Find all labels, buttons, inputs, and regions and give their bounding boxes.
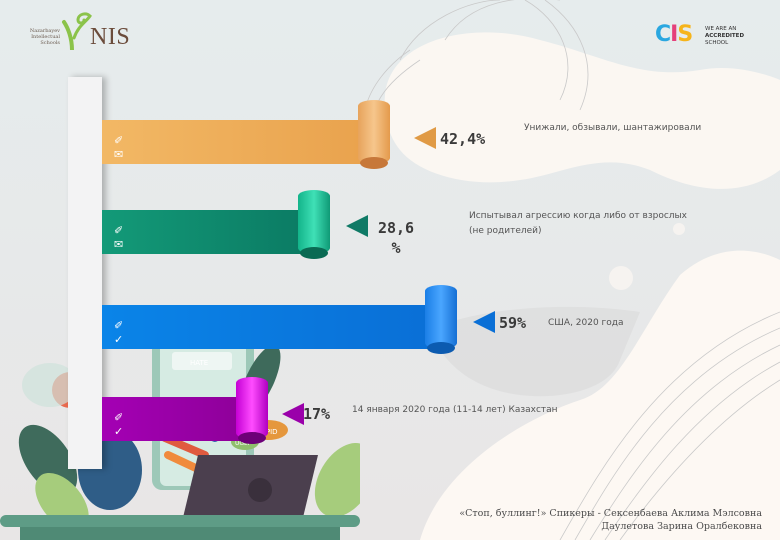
- bar-1: ✐ ✉: [102, 120, 372, 164]
- bar-2: ✐ ✉: [102, 210, 312, 254]
- bar-1-value: 42,4%: [440, 130, 486, 148]
- bar-icons: ✐ ✓: [114, 411, 123, 439]
- pointer-icon: [282, 403, 304, 425]
- bullying-illustration: HATE STUPID UGLY: [0, 330, 376, 540]
- ugly-label: UGLY: [235, 440, 251, 447]
- sprout-icon: [62, 12, 92, 50]
- bar-3-description: США, 2020 года: [548, 318, 624, 328]
- bar-4-description: 14 января 2020 года (11-14 лет) Казахста…: [352, 405, 558, 415]
- envelope-icon: ✉: [114, 148, 124, 161]
- cis-letters: CIS: [655, 22, 693, 47]
- hate-label: HATE: [190, 359, 208, 367]
- pencil-icon: ✐: [114, 224, 124, 237]
- nis-logo: Nazarbayev Intellectual Schools NIS: [24, 10, 134, 50]
- footer-credits: «Стоп, буллинг!» Спикеры - Сексенбаева А…: [459, 508, 762, 532]
- pencil-icon: ✐: [114, 319, 124, 332]
- bar-4: ✐ ✓: [102, 397, 247, 441]
- checkmark-icon: ✓: [114, 333, 124, 346]
- cis-logo: CIS WE ARE AN ACCREDITED SCHOOL: [655, 22, 755, 52]
- pencil-icon: ✐: [114, 134, 124, 147]
- nis-logo-subtext: Nazarbayev Intellectual Schools: [29, 28, 60, 46]
- bar-2-roll: [298, 190, 330, 259]
- pencil-icon: ✐: [114, 411, 124, 424]
- nis-logo-text: NIS: [90, 24, 131, 50]
- bar-4-roll: [236, 377, 268, 444]
- bar-2-value: 28,6 %: [377, 219, 415, 257]
- bar-3: ✐ ✓: [102, 305, 437, 349]
- bar-icons: ✐ ✉: [114, 224, 123, 252]
- envelope-icon: ✉: [114, 238, 124, 251]
- bar-3-roll: [425, 285, 457, 354]
- bar-4-value: 17%: [303, 405, 331, 423]
- bar-icons: ✐ ✉: [114, 134, 123, 162]
- pointer-icon: [414, 127, 436, 149]
- bar-icons: ✐ ✓: [114, 319, 123, 347]
- bar-2-description: Испытывал агрессию когда либо от взрослы…: [469, 211, 687, 236]
- bar-3-value: 59%: [499, 314, 527, 332]
- chart-pole: [68, 77, 102, 469]
- checkmark-icon: ✓: [114, 425, 124, 438]
- bar-1-description: Унижали, обзывали, шантажировали: [524, 123, 702, 133]
- pointer-icon: [346, 215, 368, 237]
- pointer-icon: [473, 311, 495, 333]
- cis-tagline: WE ARE AN ACCREDITED SCHOOL: [705, 26, 745, 46]
- bar-1-roll: [358, 100, 390, 169]
